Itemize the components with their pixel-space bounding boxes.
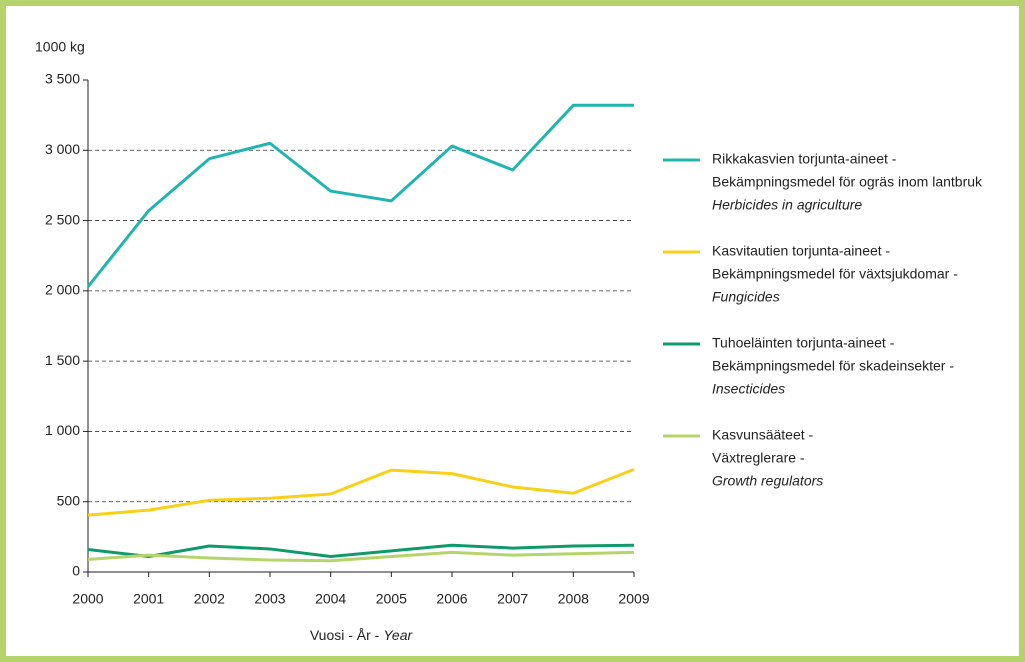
legend-label: Bekämpningsmedel för skadeinsekter - bbox=[712, 358, 954, 374]
x-tick-label: 2009 bbox=[618, 591, 649, 607]
legend-label: Rikkakasvien torjunta-aineet - bbox=[712, 151, 897, 167]
legend-label: Herbicides in agriculture bbox=[712, 197, 862, 213]
y-tick-label: 2 500 bbox=[45, 211, 80, 227]
x-tick-label: 2005 bbox=[376, 591, 407, 607]
legend-label: Growth regulators bbox=[712, 473, 823, 489]
x-tick-label: 2000 bbox=[72, 591, 103, 607]
series-line bbox=[86, 103, 634, 288]
legend-label: Tuhoeläinten torjunta-aineet - bbox=[712, 335, 895, 351]
series-line bbox=[87, 543, 635, 559]
legend-label: Kasvunsääteet - bbox=[712, 427, 814, 443]
x-axis-label: Vuosi - År - Year bbox=[310, 627, 414, 643]
x-axis-label-part: Year bbox=[383, 627, 413, 643]
y-tick-label: 2 000 bbox=[45, 282, 80, 298]
y-tick-label: 0 bbox=[72, 563, 80, 579]
x-tick-label: 2002 bbox=[194, 591, 225, 607]
x-tick-label: 2004 bbox=[315, 591, 346, 607]
legend-label: Fungicides bbox=[712, 289, 780, 305]
x-tick-label: 2008 bbox=[558, 591, 589, 607]
y-tick-label: 3 500 bbox=[45, 71, 80, 87]
legend-label: Bekämpningsmedel för växtsjukdomar - bbox=[712, 266, 958, 282]
series-line bbox=[87, 467, 635, 517]
legend-label: Bekämpningsmedel för ogräs inom lantbruk bbox=[712, 174, 983, 190]
legend-label: Växtreglerare - bbox=[712, 450, 805, 466]
legend-label: Insecticides bbox=[712, 381, 785, 397]
x-tick-label: 2001 bbox=[133, 591, 164, 607]
x-axis-label-part: Vuosi - År - bbox=[310, 627, 380, 643]
x-tick-label: 2007 bbox=[497, 591, 528, 607]
x-tick-label: 2006 bbox=[436, 591, 467, 607]
y-tick-label: 1 000 bbox=[45, 422, 80, 438]
y-tick-label: 3 000 bbox=[45, 141, 80, 157]
x-tick-label: 2003 bbox=[254, 591, 285, 607]
series-line bbox=[87, 550, 635, 563]
y-tick-label: 1 500 bbox=[45, 352, 80, 368]
y-tick-label: 500 bbox=[57, 492, 81, 508]
y-axis-label: 1000 kg bbox=[35, 39, 85, 55]
legend-label: Kasvitautien torjunta-aineet - bbox=[712, 243, 891, 259]
